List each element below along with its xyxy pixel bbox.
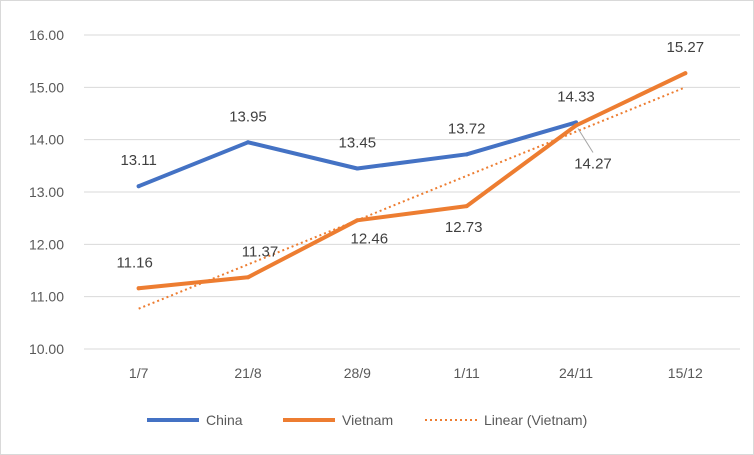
x-tick-label: 15/12 xyxy=(668,365,703,381)
data-label-vietnam: 11.16 xyxy=(116,254,152,271)
data-label-vietnam: 15.27 xyxy=(667,39,705,56)
data-point-china xyxy=(136,184,141,189)
data-point-vietnam xyxy=(246,275,250,280)
data-label-china: 13.95 xyxy=(229,108,267,125)
data-label-leader-line xyxy=(577,128,594,153)
x-tick-label: 21/8 xyxy=(234,365,261,381)
data-label-china: 13.11 xyxy=(120,152,156,169)
data-labels: 13.11 13.95 13.45 13.72 14.33 11.16 11.37 12.46… xyxy=(116,39,704,271)
y-tick-label: 15.00 xyxy=(29,79,64,95)
data-label-vietnam: 12.46 xyxy=(351,230,389,247)
series-line-vietnam xyxy=(136,71,688,291)
data-point-vietnam xyxy=(464,204,469,209)
data-label-vietnam: 14.27 xyxy=(574,156,612,173)
trendline-linear-vietnam xyxy=(138,86,686,310)
y-axis-tick-labels: 10.00 11.00 12.00 13.00 14.00 15.00 16.00 xyxy=(29,27,64,357)
x-tick-label: 24/11 xyxy=(559,365,593,381)
legend: China Vietnam Linear (Vietnam) xyxy=(147,412,587,428)
legend-label-vietnam: Vietnam xyxy=(342,412,393,428)
gridlines xyxy=(84,34,740,350)
data-label-vietnam: 12.73 xyxy=(445,219,483,236)
data-label-vietnam: 11.37 xyxy=(242,243,278,260)
x-tick-label: 1/11 xyxy=(454,365,480,381)
data-point-china xyxy=(246,140,250,145)
data-point-china xyxy=(464,152,469,157)
series-line-china xyxy=(136,120,578,189)
series-lines xyxy=(136,71,688,310)
x-tick-label: 1/7 xyxy=(129,365,149,381)
y-tick-label: 11.00 xyxy=(30,289,64,305)
y-tick-label: 14.00 xyxy=(29,132,64,148)
data-point-china xyxy=(355,166,360,171)
legend-label-china: China xyxy=(206,412,243,428)
x-tick-label: 28/9 xyxy=(344,365,371,381)
data-label-china: 13.72 xyxy=(448,120,486,137)
data-point-vietnam xyxy=(683,71,688,76)
data-point-vietnam xyxy=(574,123,578,128)
x-axis-tick-labels: 1/7 21/8 28/9 1/11 24/11 15/12 xyxy=(129,365,703,381)
y-tick-label: 12.00 xyxy=(29,236,64,252)
data-point-vietnam xyxy=(355,218,360,223)
legend-label-trendline: Linear (Vietnam) xyxy=(484,412,587,428)
data-point-vietnam xyxy=(136,286,141,291)
data-label-china: 14.33 xyxy=(557,88,595,105)
y-tick-label: 13.00 xyxy=(29,184,64,200)
y-tick-label: 16.00 xyxy=(29,27,64,43)
y-tick-label: 10.00 xyxy=(29,341,64,357)
data-label-china: 13.45 xyxy=(339,134,377,151)
